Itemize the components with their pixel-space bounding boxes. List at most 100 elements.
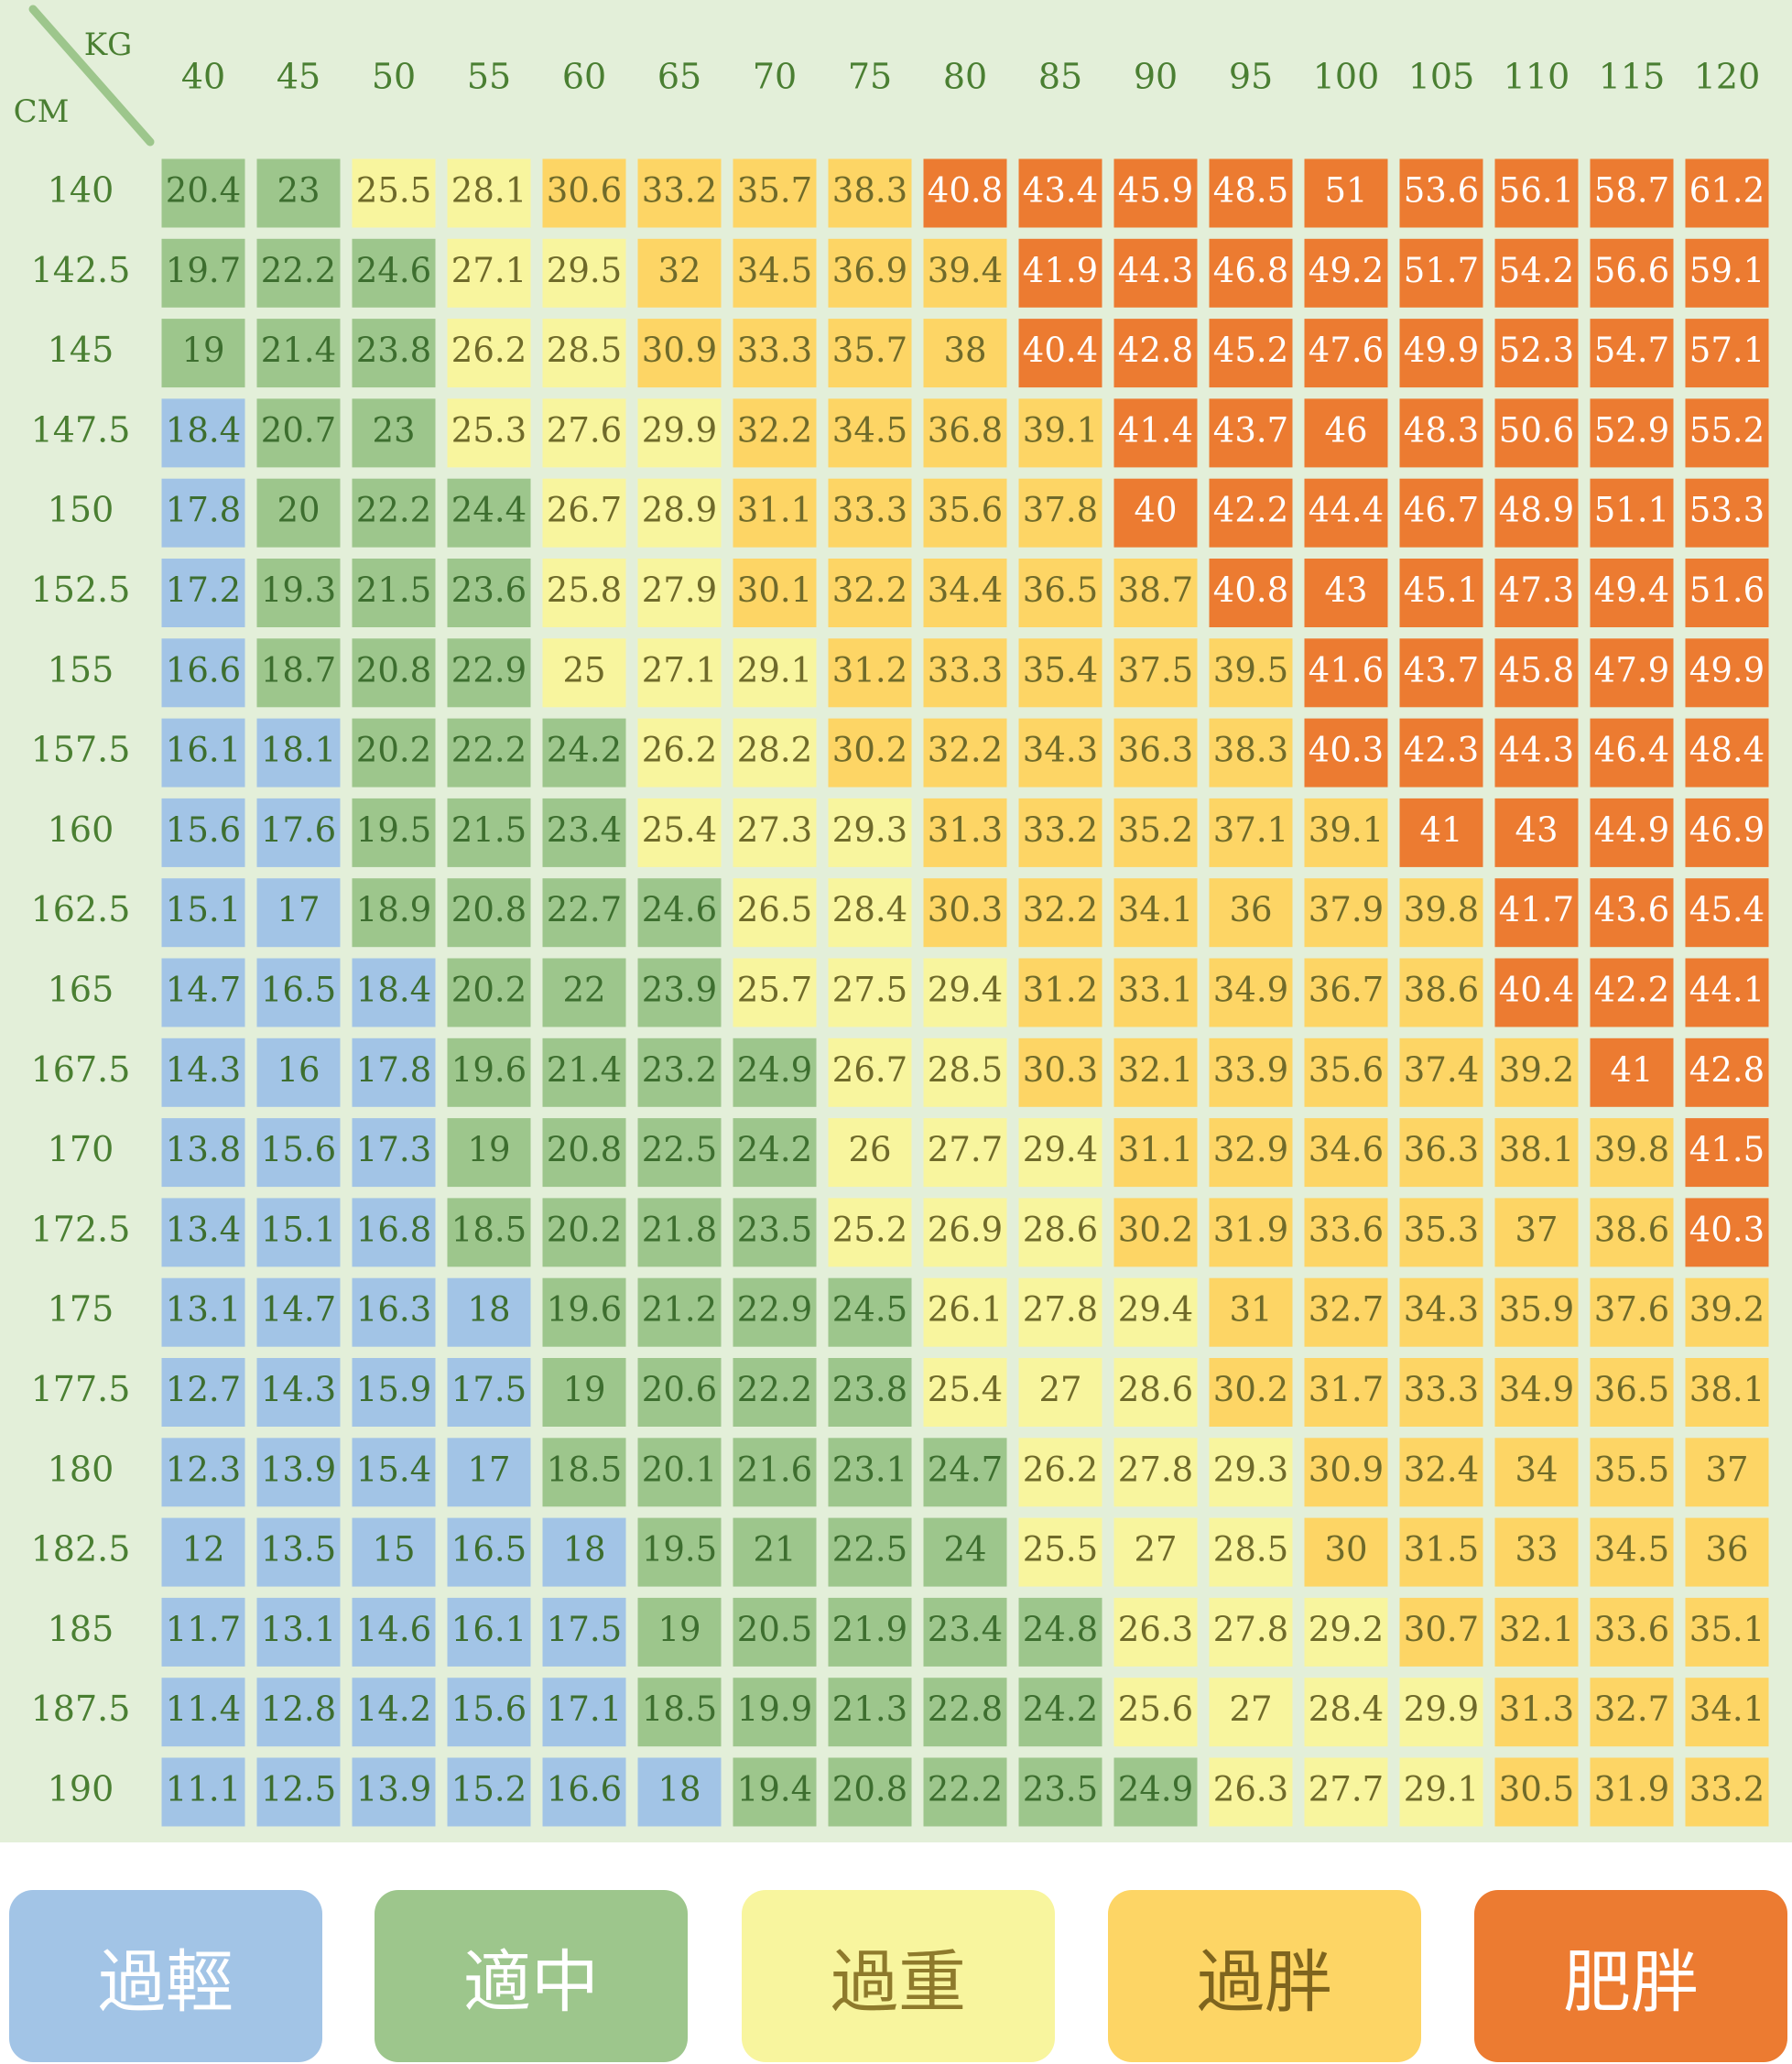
bmi-cell: 15.1	[161, 878, 245, 948]
bmi-cell-value: 31.7	[1309, 1370, 1384, 1409]
bmi-cell-value: 42.2	[1594, 971, 1669, 1010]
column-header-55: 55	[467, 57, 511, 97]
bmi-cell-value: 12.8	[261, 1689, 336, 1729]
bmi-cell-background	[1304, 1358, 1388, 1427]
bmi-cell-value: 23.2	[642, 1050, 717, 1090]
bmi-cell: 53.6	[1399, 158, 1483, 228]
bmi-cell: 34	[1494, 1438, 1579, 1507]
bmi-cell-background	[447, 958, 531, 1027]
bmi-cell-background	[637, 1198, 722, 1267]
bmi-cell-background	[1399, 1438, 1483, 1507]
bmi-cell: 45.1	[1399, 559, 1483, 627]
bmi-cell-background	[1113, 478, 1198, 548]
bmi-cell: 27.5	[828, 958, 912, 1027]
bmi-cell-value: 33	[1515, 1530, 1558, 1570]
bmi-cell-background	[828, 878, 912, 948]
bmi-cell-value: 15.2	[451, 1770, 527, 1809]
bmi-cell-background	[447, 1037, 531, 1107]
bmi-cell-background	[1494, 958, 1579, 1027]
bmi-cell-value: 41.6	[1309, 650, 1384, 690]
bmi-cell: 15.1	[256, 1198, 341, 1267]
bmi-cell-background	[352, 1597, 436, 1667]
bmi-cell-background	[828, 158, 912, 228]
bmi-cell-background	[733, 1198, 817, 1267]
bmi-cell: 38.1	[1685, 1358, 1769, 1427]
bmi-cell-value: 56.1	[1499, 171, 1574, 211]
row-header-180: 180	[48, 1449, 114, 1489]
bmi-cell-background	[542, 398, 626, 468]
bmi-cell-background	[1399, 1678, 1483, 1747]
bmi-cell: 17.6	[256, 798, 341, 867]
bmi-cell: 27.7	[923, 1118, 1007, 1188]
bmi-cell-background	[1399, 1517, 1483, 1587]
bmi-cell-background	[161, 1277, 245, 1347]
bmi-cell-background	[1209, 1037, 1293, 1107]
bmi-cell-value: 19.5	[642, 1530, 717, 1570]
bmi-cell-background	[1018, 1037, 1102, 1107]
bmi-cell-value: 23.5	[737, 1210, 812, 1249]
bmi-cell-value: 14.7	[166, 971, 241, 1010]
bmi-cell: 31	[1209, 1277, 1293, 1347]
legend-label: 適中	[463, 1942, 599, 2022]
bmi-cell-background	[1685, 798, 1769, 867]
bmi-cell: 56.1	[1494, 158, 1579, 228]
bmi-cell-background	[828, 718, 912, 788]
legend-item-3: 過重	[742, 1890, 1055, 2062]
bmi-cell-background	[637, 1517, 722, 1587]
bmi-cell-background	[1113, 1517, 1198, 1587]
bmi-cell-value: 16.6	[166, 650, 241, 690]
bmi-cell-background	[542, 319, 626, 388]
bmi-cell: 13.1	[256, 1597, 341, 1667]
bmi-cell-background	[923, 1198, 1007, 1267]
bmi-cell-value: 58.7	[1594, 171, 1669, 211]
bmi-cell: 24.2	[1018, 1678, 1102, 1747]
bmi-cell-value: 30.9	[1309, 1450, 1384, 1489]
bmi-cell-value: 40.3	[1309, 731, 1384, 770]
bmi-cell: 27.8	[1018, 1277, 1102, 1347]
row-header-147.5: 147.5	[31, 409, 131, 450]
bmi-cell-value: 17.6	[261, 810, 336, 850]
bmi-cell-value: 22.9	[451, 650, 527, 690]
bmi-cell-value: 25.3	[451, 410, 527, 450]
bmi-cell-background	[1494, 158, 1579, 228]
bmi-cell-background	[733, 1037, 817, 1107]
bmi-cell-background	[1209, 158, 1293, 228]
bmi-cell: 17	[256, 878, 341, 948]
bmi-cell-value: 41	[1610, 1050, 1653, 1090]
bmi-cell-value: 38.3	[832, 171, 907, 211]
bmi-cell: 20.7	[256, 398, 341, 468]
bmi-cell-background	[1209, 638, 1293, 708]
bmi-cell: 36.9	[828, 238, 912, 308]
bmi-cell-value: 16.1	[451, 1610, 527, 1649]
bmi-cell: 31.5	[1399, 1517, 1483, 1587]
bmi-cell-value: 54.7	[1594, 331, 1669, 370]
bmi-cell-value: 45.9	[1118, 171, 1193, 211]
bmi-cell: 43.7	[1399, 638, 1483, 708]
row-header-145: 145	[48, 330, 114, 370]
legend-item-1: 過輕	[9, 1890, 322, 2062]
bmi-cell-value: 50.6	[1499, 410, 1574, 450]
bmi-cell: 30.1	[733, 559, 817, 627]
bmi-cell-value: 37.9	[1309, 890, 1384, 929]
bmi-cell-background	[1304, 1757, 1388, 1827]
bmi-cell-background	[1685, 1198, 1769, 1267]
row-header-140: 140	[48, 170, 114, 211]
bmi-cell-background	[1685, 958, 1769, 1027]
bmi-cell-background	[256, 638, 341, 708]
bmi-cell-background	[1590, 1198, 1674, 1267]
bmi-cell-background	[1209, 398, 1293, 468]
bmi-cell-background	[1113, 798, 1198, 867]
row-header-187.5: 187.5	[31, 1689, 131, 1729]
bmi-cell-background	[1685, 559, 1769, 627]
bmi-cell-value: 36.5	[1594, 1370, 1669, 1409]
bmi-cell-value: 12.5	[261, 1770, 336, 1809]
bmi-cell: 19.6	[447, 1037, 531, 1107]
bmi-cell-value: 30.2	[1213, 1370, 1288, 1409]
bmi-cell: 23.8	[352, 319, 436, 388]
bmi-cell-value: 23	[277, 171, 320, 211]
bmi-cell: 23.8	[828, 1358, 912, 1427]
row-header-152.5: 152.5	[31, 570, 131, 610]
bmi-cell-background	[828, 238, 912, 308]
bmi-cell: 44.3	[1494, 718, 1579, 788]
bmi-cell: 25.2	[828, 1198, 912, 1267]
